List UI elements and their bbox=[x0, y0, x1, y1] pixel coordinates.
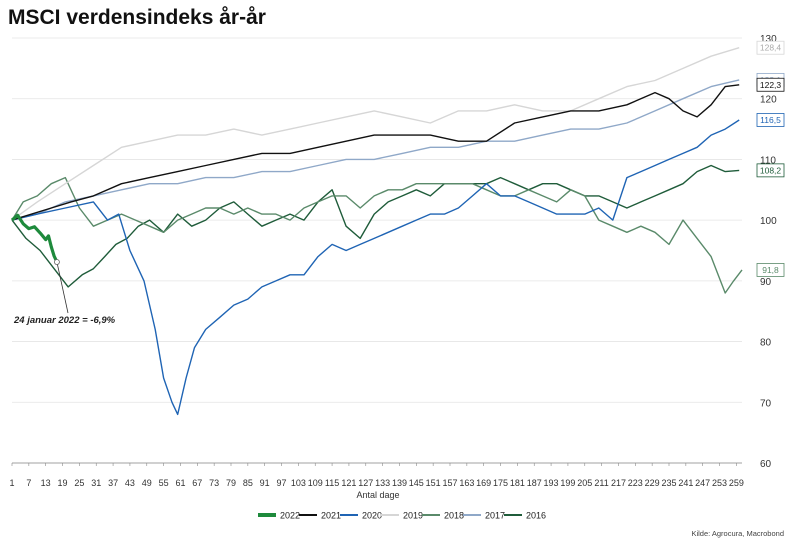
x-tick-label: 55 bbox=[159, 478, 169, 488]
end-label-2019: 128,4 bbox=[760, 43, 782, 53]
x-tick-label: 37 bbox=[108, 478, 118, 488]
chart-title: MSCI verdensindeks år-år bbox=[8, 6, 266, 29]
x-tick-label: 259 bbox=[729, 478, 744, 488]
x-tick-label: 25 bbox=[74, 478, 84, 488]
legend-label-2018: 2018 bbox=[444, 511, 464, 521]
x-tick-label: 169 bbox=[476, 478, 491, 488]
series-line-2016 bbox=[11, 164, 740, 288]
end-label-box-2016 bbox=[756, 163, 785, 178]
x-tick-label: 181 bbox=[510, 478, 525, 488]
legend-label-2017: 2017 bbox=[485, 511, 505, 521]
annotation: 24 januar 2022 = -6,9% bbox=[13, 259, 116, 326]
x-tick-label: 133 bbox=[375, 478, 390, 488]
end-label-2021: 122,3 bbox=[760, 80, 782, 90]
x-tick-label: 127 bbox=[358, 478, 373, 488]
x-tick-label: 115 bbox=[325, 478, 339, 488]
end-label-box-2021 bbox=[756, 77, 785, 92]
x-tick-label: 109 bbox=[308, 478, 323, 488]
y-tick-label: 130 bbox=[760, 34, 777, 45]
end-label-2018: 91,8 bbox=[762, 265, 779, 275]
y-tick-label: 80 bbox=[760, 338, 772, 349]
y-tick-label: 120 bbox=[760, 95, 777, 106]
legend-label-2021: 2021 bbox=[321, 511, 341, 521]
x-tick-label: 193 bbox=[544, 478, 559, 488]
y-tick-label: 100 bbox=[760, 216, 777, 227]
annotation-marker bbox=[54, 259, 60, 265]
x-tick-label: 187 bbox=[527, 478, 542, 488]
end-label-box-2019 bbox=[756, 40, 785, 55]
annotation-leader-line bbox=[56, 261, 69, 314]
x-tick-label: 199 bbox=[560, 478, 575, 488]
legend-label-2022: 2022 bbox=[280, 511, 300, 521]
x-tick-label: 217 bbox=[611, 478, 626, 488]
x-tick-label: 247 bbox=[695, 478, 710, 488]
series-line-2020 bbox=[11, 119, 740, 416]
x-tick-label: 91 bbox=[260, 478, 270, 488]
x-tick-label: 121 bbox=[341, 478, 356, 488]
series-line-2022 bbox=[10, 213, 59, 263]
x-tick-label: 97 bbox=[277, 478, 287, 488]
x-axis-label: Antal dage bbox=[356, 490, 399, 500]
x-tick-label: 49 bbox=[142, 478, 152, 488]
x-tick-label: 253 bbox=[712, 478, 727, 488]
x-tick-label: 61 bbox=[175, 478, 185, 488]
end-label-box-2020 bbox=[756, 113, 785, 127]
x-tick-label: 1 bbox=[9, 478, 14, 488]
legend-label-2020: 2020 bbox=[362, 511, 382, 521]
x-tick-label: 175 bbox=[493, 478, 508, 488]
x-tick-label: 85 bbox=[243, 478, 253, 488]
x-tick-label: 73 bbox=[209, 478, 219, 488]
x-tick-label: 79 bbox=[226, 478, 236, 488]
x-tick-label: 103 bbox=[291, 478, 306, 488]
x-tick-label: 205 bbox=[577, 478, 592, 488]
x-tick-label: 43 bbox=[125, 478, 135, 488]
x-tick-label: 223 bbox=[628, 478, 643, 488]
axes: 60 70 80 90 100 110 120 130 1 7 13 19 25 31 37 43 49 55 61… bbox=[9, 34, 777, 488]
end-label-box-2018 bbox=[756, 263, 785, 277]
x-tick-label: 151 bbox=[426, 478, 441, 488]
x-tick-label: 157 bbox=[442, 478, 457, 488]
legend-label-2016: 2016 bbox=[526, 511, 546, 521]
x-tick-label: 211 bbox=[594, 478, 608, 488]
annotation-label: 24 januar 2022 = -6,9% bbox=[13, 315, 116, 326]
x-tick-label: 7 bbox=[26, 478, 31, 488]
x-tick-label: 67 bbox=[192, 478, 202, 488]
x-tick-label: 13 bbox=[41, 478, 51, 488]
x-tick-label: 19 bbox=[58, 478, 68, 488]
series-line-2021 bbox=[11, 84, 740, 221]
y-tick-label: 90 bbox=[760, 277, 772, 288]
legend-label-2019: 2019 bbox=[403, 511, 423, 521]
x-tick-label: 145 bbox=[409, 478, 424, 488]
source-note: Kilde: Agrocura, Macrobond bbox=[691, 529, 784, 538]
series-line-2019 bbox=[11, 47, 740, 221]
x-tick-label: 235 bbox=[661, 478, 676, 488]
x-tick-label: 229 bbox=[645, 478, 660, 488]
x-tick-label: 139 bbox=[392, 478, 407, 488]
x-tick-label: 31 bbox=[91, 478, 101, 488]
series-line-2017 bbox=[11, 79, 740, 221]
end-label-2016: 108,2 bbox=[760, 165, 782, 175]
x-tick-label: 163 bbox=[459, 478, 474, 488]
end-label-2020: 116,5 bbox=[760, 115, 781, 125]
y-tick-label: 60 bbox=[760, 459, 772, 470]
x-tick-label: 241 bbox=[678, 478, 693, 488]
y-tick-label: 70 bbox=[760, 398, 772, 409]
series-lines bbox=[10, 47, 743, 416]
series-line-2018 bbox=[11, 176, 743, 294]
y-tick-label: 110 bbox=[760, 155, 776, 166]
legend: 2022 2021 2020 2019 2018 2017 2016 bbox=[258, 511, 546, 521]
